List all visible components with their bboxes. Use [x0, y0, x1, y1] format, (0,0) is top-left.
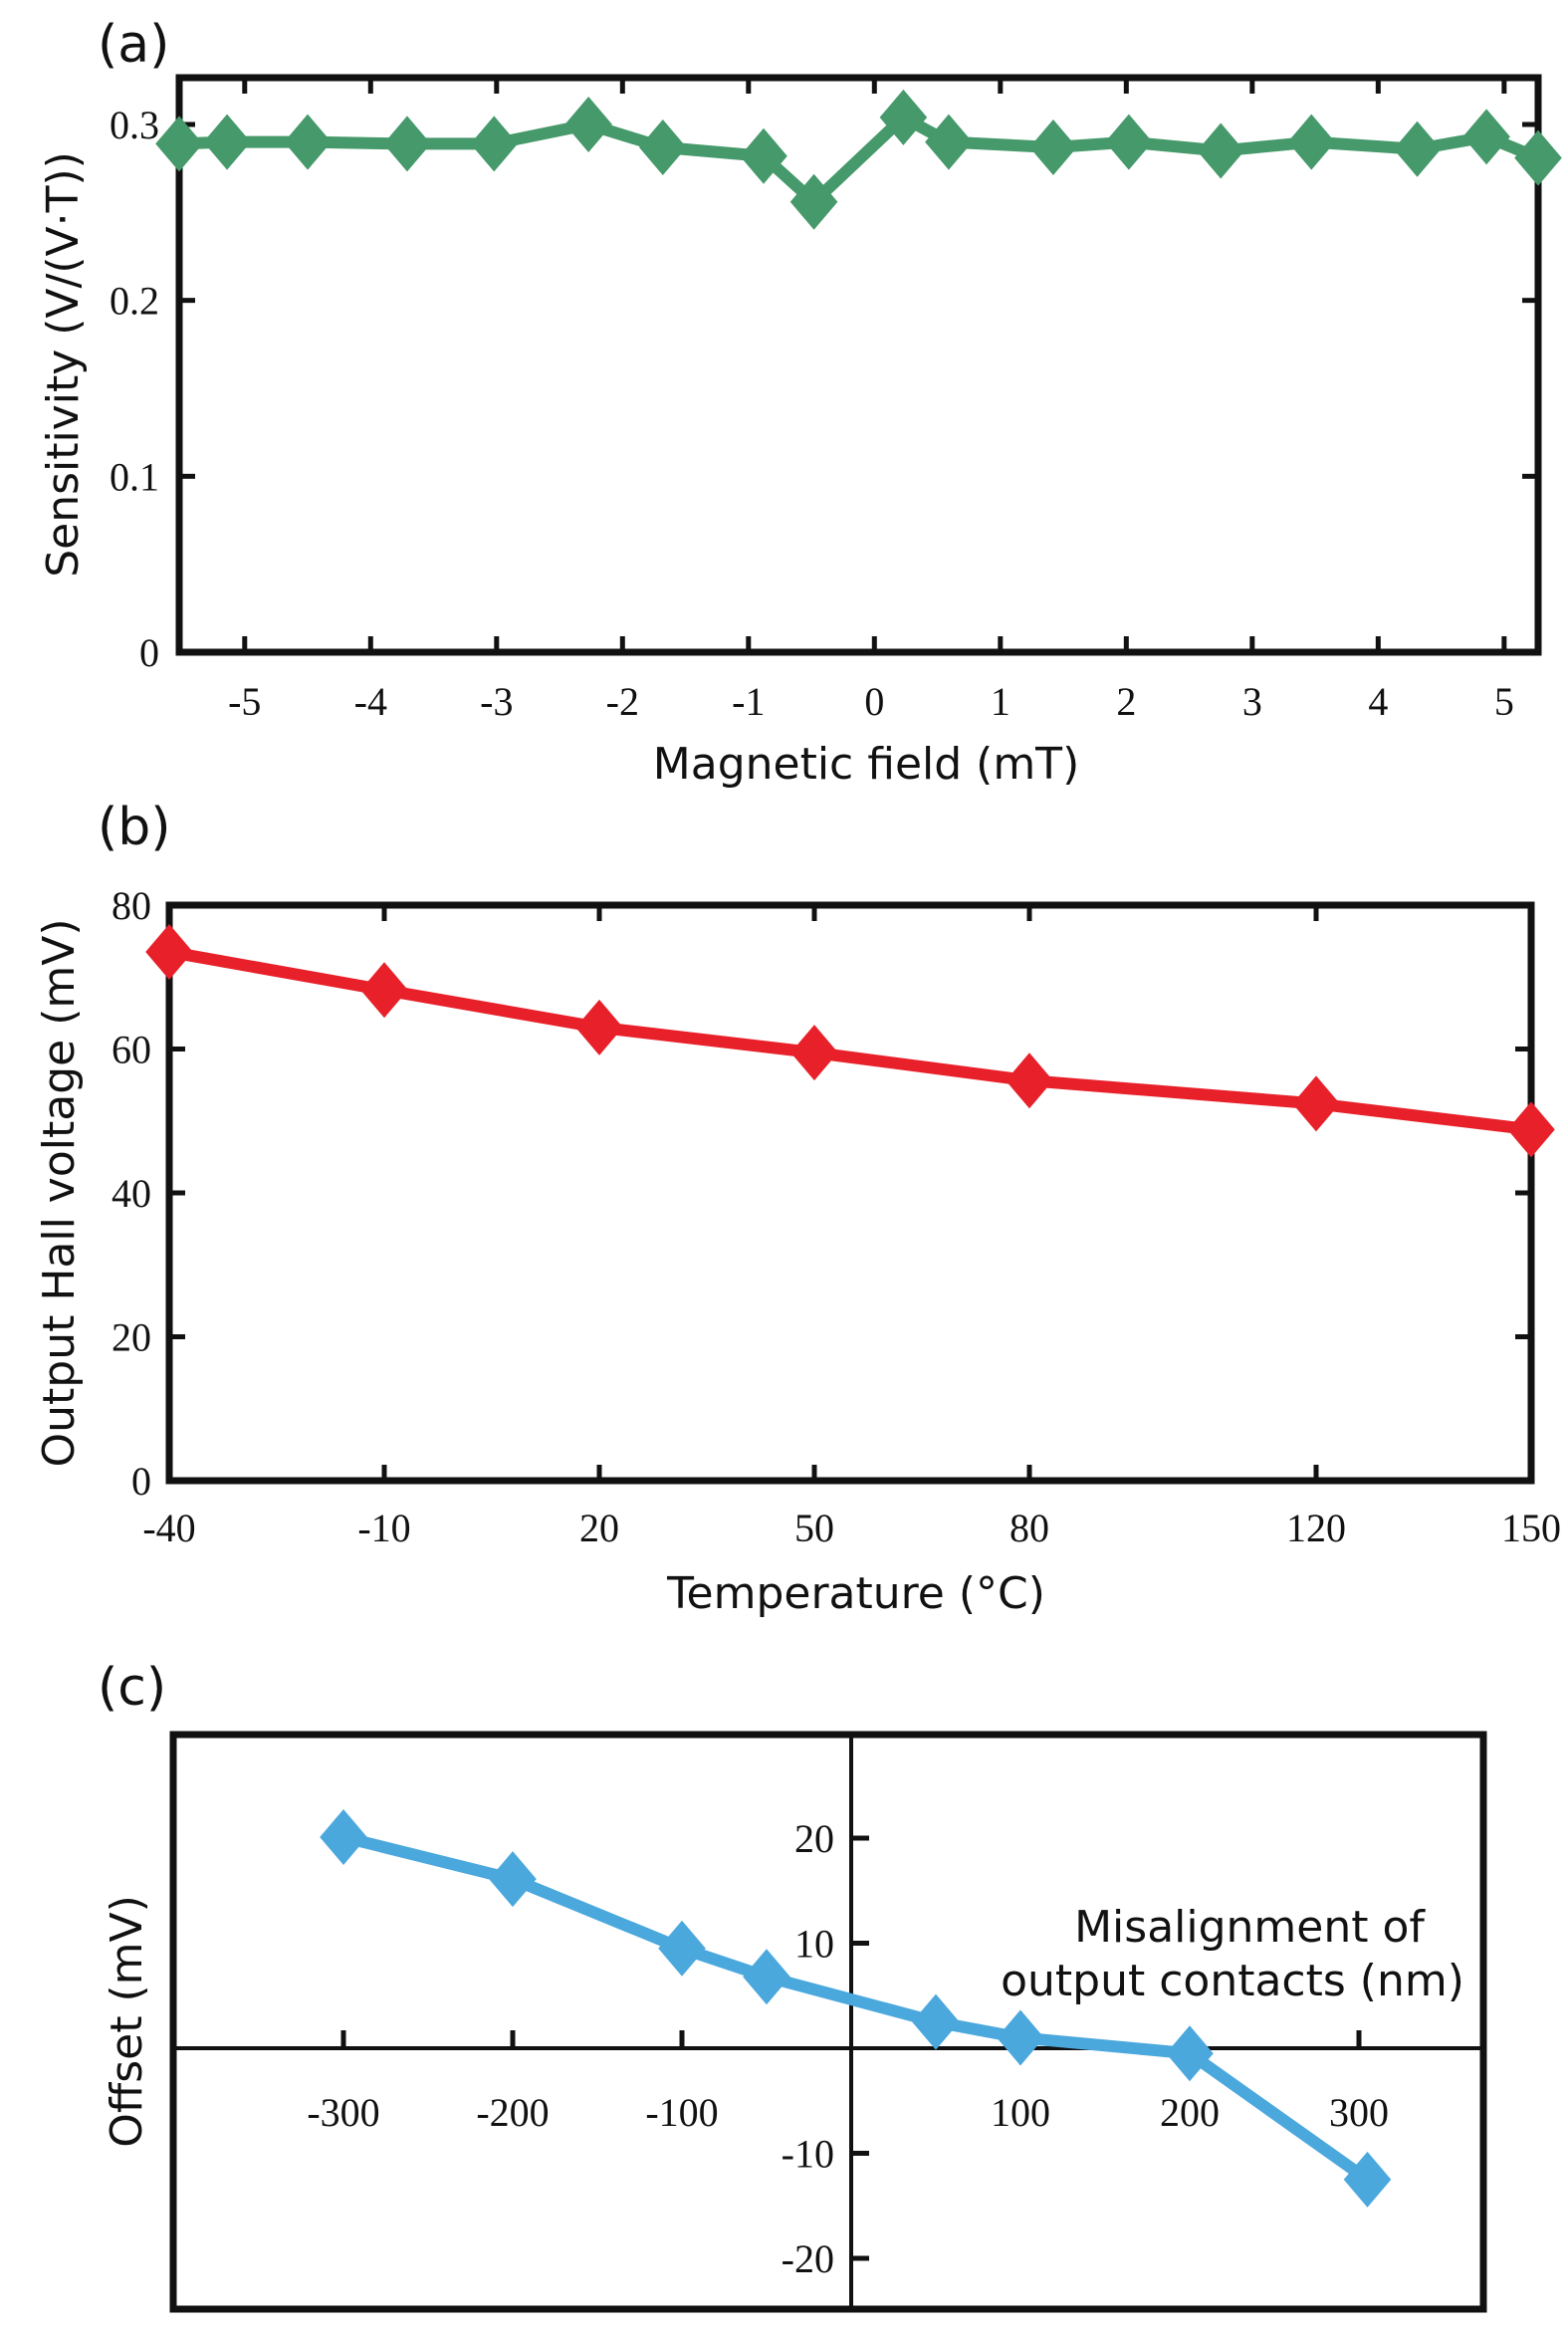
- y-tick-label: -20: [782, 2236, 834, 2281]
- data-point-diamond: [912, 1993, 960, 2050]
- x-tick-label: -3: [480, 679, 513, 724]
- y-tick-label: 0: [131, 1459, 151, 1504]
- plot-frame-c: [169, 1731, 1487, 2313]
- x-tick-label: 200: [1160, 2090, 1220, 2135]
- data-point-diamond: [743, 1949, 790, 2005]
- x-tick-label: -200: [476, 2090, 549, 2135]
- data-point-diamond: [789, 173, 838, 230]
- data-point-diamond: [1393, 120, 1442, 177]
- x-tick-label: 2: [1116, 679, 1136, 724]
- ticks-c: -300 -200 -100 100 200 300 -20 -10 10 20: [173, 1735, 1483, 2309]
- x-tick-label: 3: [1242, 679, 1262, 724]
- data-point-diamond: [1514, 129, 1562, 186]
- data-point-diamond: [489, 1851, 537, 1908]
- x-tick-label: 100: [991, 2090, 1050, 2135]
- annotation-line-1-c: Misalignment of: [1074, 1902, 1426, 1953]
- y-axis-title-a: Sensitivity (V/(V·T)): [38, 151, 89, 578]
- data-point-diamond: [575, 999, 623, 1055]
- data-point-diamond: [320, 1808, 367, 1865]
- panel-label-b: (b): [98, 798, 171, 857]
- x-tick-label: -40: [142, 1506, 195, 1550]
- data-point-diamond: [203, 114, 251, 170]
- panel-c-offset-vs-misalignment: (c) -300 -200 -100 100 200 300 -20 -10 10 20 Misa…: [98, 1658, 1487, 2313]
- data-point-diamond: [997, 2009, 1044, 2066]
- data-point-diamond: [564, 97, 612, 152]
- data-point-diamond: [1166, 2025, 1214, 2082]
- y-axis-title-c: Offset (mV): [102, 1895, 152, 2147]
- x-tick-label: 150: [1501, 1506, 1561, 1550]
- data-point-diamond: [155, 116, 203, 172]
- data-point-diamond: [1029, 118, 1077, 175]
- panel-b-hall-voltage-vs-temperature: (b) -40 -10 20 50 80 120 150 0 20 40 60 80 Temperat…: [34, 798, 1561, 1619]
- x-tick-label: 50: [794, 1506, 834, 1550]
- panel-label-c: (c): [98, 1658, 166, 1718]
- series-line-a: [178, 111, 1541, 208]
- y-tick-label: 0.1: [110, 454, 159, 499]
- data-point-diamond: [470, 116, 519, 172]
- series-a: [155, 89, 1562, 230]
- x-tick-label: -4: [354, 679, 387, 724]
- y-tick-label: 60: [112, 1028, 151, 1072]
- data-point-diamond: [383, 116, 431, 172]
- x-tick-label: 80: [1009, 1506, 1049, 1550]
- x-tick-label: 4: [1368, 679, 1388, 724]
- x-tick-label: -300: [307, 2090, 379, 2135]
- data-point-diamond: [925, 114, 973, 170]
- x-tick-label: -1: [732, 679, 765, 724]
- data-point-diamond: [790, 1025, 838, 1081]
- series-c: [320, 1808, 1392, 2208]
- data-point-diamond: [1292, 1075, 1340, 1132]
- y-tick-label: 0.2: [110, 279, 159, 324]
- data-point-diamond: [740, 127, 787, 184]
- series-b: [145, 923, 1555, 1158]
- ticks-b: -40 -10 20 50 80 120 150 0 20 40 60 80: [112, 883, 1561, 1550]
- y-tick-label: 20: [794, 1816, 834, 1861]
- data-point-diamond: [1006, 1052, 1053, 1109]
- data-point-diamond: [879, 89, 928, 145]
- y-tick-label: -10: [782, 2132, 834, 2177]
- y-axis-title-b: Output Hall voltage (mV): [34, 919, 85, 1468]
- data-point-diamond: [1287, 114, 1336, 170]
- data-point-diamond: [284, 114, 332, 170]
- y-tick-label: 10: [794, 1922, 834, 1967]
- x-tick-label: 1: [991, 679, 1010, 724]
- y-tick-label: 80: [112, 883, 151, 928]
- x-tick-label: 0: [864, 679, 884, 724]
- x-tick-label: -10: [357, 1506, 410, 1550]
- ticks-a: -5 -4 -3 -2 -1 0 1 2 3 4 5 0 0.1 0.2 0.3: [110, 78, 1538, 724]
- x-axis-title-b: Temperature (°C): [666, 1568, 1045, 1619]
- data-point-diamond: [360, 962, 408, 1019]
- x-tick-label: 120: [1286, 1506, 1346, 1550]
- y-tick-label: 40: [112, 1171, 151, 1216]
- panel-a-sensitivity-vs-field: (a) -5 -4 -3 -2 -1 0 1 2 3 4 5 0 0.1 0.2 0.3 Magnetic …: [38, 15, 1562, 790]
- y-tick-label: 0: [139, 630, 159, 675]
- x-tick-label: 5: [1494, 679, 1514, 724]
- x-tick-label: -5: [228, 679, 261, 724]
- panel-label-a: (a): [98, 15, 169, 75]
- x-tick-label: -2: [606, 679, 639, 724]
- annotation-line-2-c: output contacts (nm): [1001, 1956, 1464, 2006]
- x-tick-label: 300: [1329, 2090, 1389, 2135]
- x-tick-label: 20: [579, 1506, 619, 1550]
- x-axis-title-a: Magnetic field (mT): [653, 739, 1079, 790]
- data-point-diamond: [1343, 2151, 1392, 2208]
- data-point-diamond: [1105, 114, 1153, 170]
- data-point-diamond: [1462, 109, 1510, 165]
- y-tick-label: 20: [112, 1315, 151, 1360]
- data-point-diamond: [638, 118, 687, 175]
- series-line-c: [341, 1831, 1371, 2185]
- x-tick-label: -100: [645, 2090, 718, 2135]
- data-point-diamond: [145, 923, 193, 980]
- data-point-diamond: [658, 1920, 706, 1977]
- data-point-diamond: [1197, 122, 1245, 179]
- plot-frame-a: [175, 74, 1542, 656]
- data-point-diamond: [1507, 1101, 1555, 1158]
- y-tick-label: 0.3: [110, 103, 159, 147]
